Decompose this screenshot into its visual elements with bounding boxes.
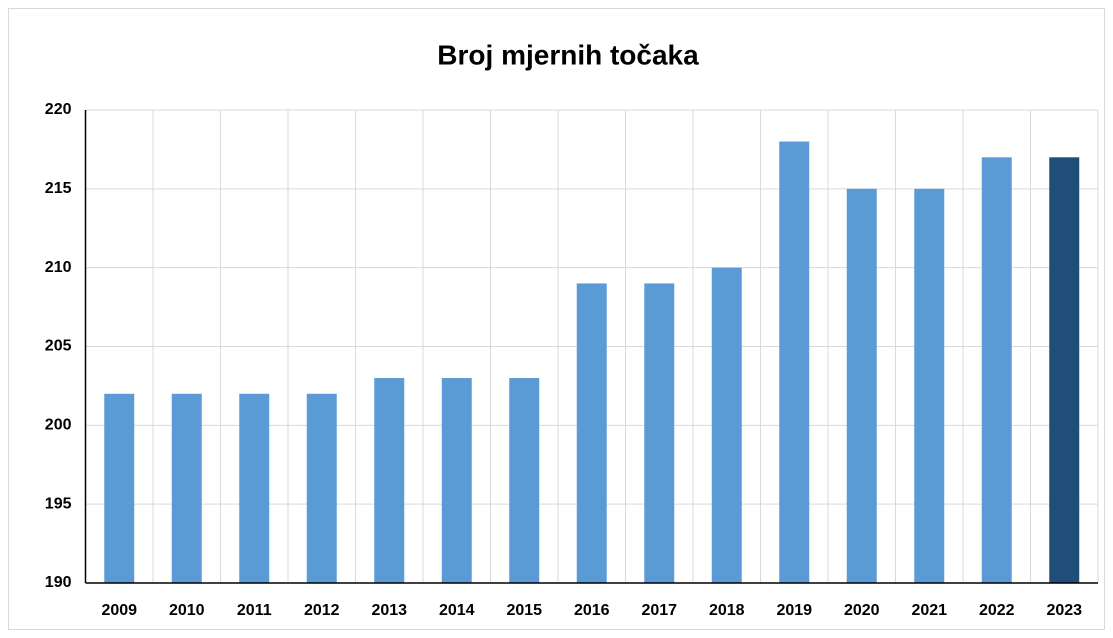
bar (1049, 157, 1080, 584)
x-tick-label: 2009 (101, 602, 137, 619)
bar (711, 267, 742, 583)
y-tick-label: 215 (45, 180, 72, 197)
x-tick-label: 2022 (979, 602, 1015, 619)
x-tick-label: 2013 (371, 602, 407, 619)
bar (374, 378, 405, 583)
bar (306, 393, 337, 583)
x-tick-label: 2019 (776, 602, 812, 619)
bar (576, 283, 607, 583)
y-tick-label: 210 (45, 259, 72, 276)
y-tick-label: 190 (45, 574, 72, 591)
y-tick-label: 205 (45, 338, 72, 355)
x-tick-label: 2021 (911, 602, 947, 619)
bar (981, 157, 1012, 584)
y-tick-label: 200 (45, 417, 72, 434)
bar (239, 393, 270, 583)
x-tick-label: 2020 (844, 602, 880, 619)
x-tick-label: 2023 (1046, 602, 1082, 619)
bar (104, 393, 135, 583)
bar (846, 188, 877, 584)
bar (644, 283, 675, 583)
x-tick-label: 2015 (506, 602, 542, 619)
bar (171, 393, 202, 583)
bar (441, 378, 472, 583)
y-tick-label: 195 (45, 495, 72, 512)
x-tick-label: 2011 (237, 602, 272, 619)
bar (914, 188, 945, 584)
x-tick-label: 2016 (574, 602, 610, 619)
x-tick-label: 2018 (709, 602, 745, 619)
bar (779, 141, 810, 584)
chart-title: Broj mjernih točaka (437, 39, 699, 70)
x-tick-label: 2017 (641, 602, 677, 619)
x-tick-label: 2010 (169, 602, 205, 619)
y-tick-label: 220 (45, 101, 72, 118)
x-tick-label: 2012 (304, 602, 340, 619)
x-tick-label: 2014 (439, 602, 475, 619)
bar (509, 378, 540, 583)
